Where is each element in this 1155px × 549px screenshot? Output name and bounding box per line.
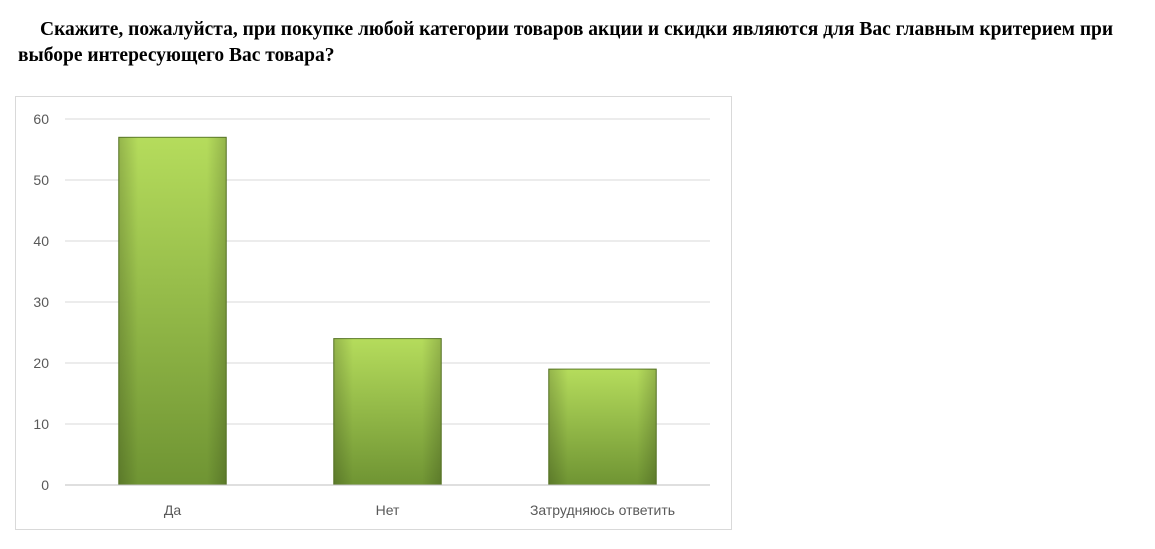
y-tick-label: 20 [33, 355, 49, 371]
y-axis-tick-labels: 0 10 20 30 40 50 60 [33, 111, 49, 493]
y-tick-label: 60 [33, 111, 49, 127]
x-category-label: Нет [376, 502, 400, 518]
y-tick-label: 10 [33, 416, 49, 432]
x-category-label: Затрудняюсь ответить [530, 502, 675, 518]
survey-question: Скажите, пожалуйста, при покупке любой к… [18, 19, 1114, 66]
bars [118, 136, 657, 486]
x-category-label: Да [164, 502, 181, 518]
x-axis-category-labels: Да Нет Затрудняюсь ответить [164, 502, 675, 518]
y-tick-label: 40 [33, 233, 49, 249]
bar-chart: 0 10 20 30 40 50 60 Да Нет Затрудняюсь ответить [33, 111, 710, 518]
bar-shading [333, 338, 442, 485]
y-tick-label: 30 [33, 294, 49, 310]
y-tick-label: 50 [33, 172, 49, 188]
bar-shading [548, 369, 657, 485]
bar-shading [118, 137, 227, 486]
y-tick-label: 0 [41, 477, 49, 493]
chart-area: 0 10 20 30 40 50 60 Да Нет Затрудняюсь ответить [15, 96, 732, 530]
